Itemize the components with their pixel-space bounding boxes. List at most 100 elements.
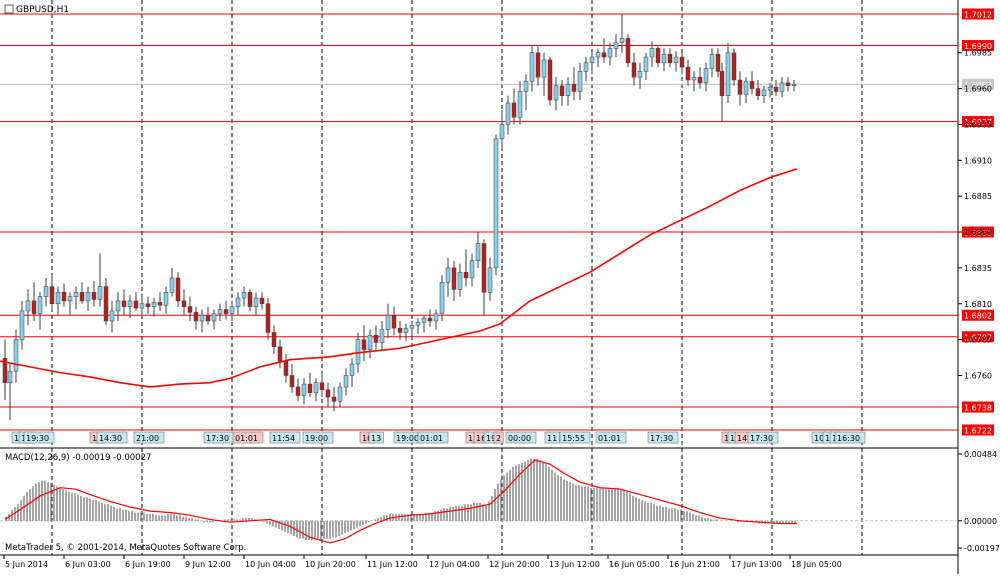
bull-candle	[505, 102, 511, 125]
macd-title: MACD(12,26,9) -0.00019 -0.00027	[5, 453, 151, 463]
time-tick-label: 12 Jun 20:00	[489, 560, 540, 569]
macd-tick-label: 0.00000	[964, 517, 997, 526]
event-marker-label: 01:01	[598, 434, 621, 443]
time-tick-label: 18 Jun 05:00	[791, 560, 842, 569]
bull-candle	[475, 243, 481, 261]
bull-candle	[529, 52, 535, 82]
bull-candle	[643, 56, 649, 72]
event-marker-label: 19:00	[396, 434, 419, 443]
bull-candle	[127, 300, 133, 307]
bear-candle	[427, 317, 433, 322]
price-level-label: 1.6787	[964, 333, 992, 342]
bear-candle	[325, 389, 331, 398]
bear-candle	[181, 300, 187, 307]
bear-candle	[755, 88, 761, 97]
bull-candle	[761, 89, 767, 97]
event-marker-label: 19:00	[305, 434, 328, 443]
bear-candle	[373, 335, 379, 343]
price-tick-label: 1.6760	[964, 371, 992, 380]
bull-candle	[661, 53, 667, 64]
bull-candle	[337, 386, 343, 402]
price-level-tag	[962, 401, 994, 413]
event-marker-label: 1	[724, 434, 729, 443]
event-marker-label: 15:55	[562, 434, 585, 443]
bull-candle	[199, 314, 205, 322]
event-marker-label: 14	[737, 434, 747, 443]
bull-candle	[43, 286, 49, 297]
bear-candle	[773, 86, 779, 92]
bear-candle	[2, 358, 8, 383]
event-marker-label: 10	[362, 434, 372, 443]
price-tick-label: 1.6810	[964, 300, 992, 309]
bull-candle	[565, 84, 571, 97]
event-marker	[302, 431, 334, 444]
price-level-tag	[962, 40, 994, 52]
bear-candle	[571, 84, 577, 92]
event-marker	[544, 431, 560, 444]
bull-candle	[37, 296, 43, 315]
bear-candle	[295, 386, 301, 396]
bull-candle	[725, 52, 731, 97]
bear-candle	[397, 327, 403, 333]
bear-candle	[247, 292, 253, 307]
bull-candle	[55, 292, 61, 305]
price-tick-label: 1.6935	[964, 120, 992, 129]
bull-candle	[439, 281, 445, 315]
event-marker-label: 1	[832, 434, 837, 443]
bear-candle	[91, 292, 97, 300]
price-level-tag	[962, 226, 994, 238]
macd-tick-label: -0.00197	[964, 544, 1000, 553]
event-marker-label: 14:30	[99, 434, 122, 443]
price-tick-label: 1.6960	[964, 85, 992, 94]
bull-candle	[469, 260, 475, 279]
event-marker-label: 19:30	[26, 434, 49, 443]
bear-candle	[289, 375, 295, 388]
price-level-tag	[962, 424, 994, 436]
bear-candle	[685, 66, 691, 81]
bull-candle	[493, 138, 499, 269]
bear-candle	[121, 300, 127, 307]
bull-candle	[445, 267, 451, 283]
bull-candle	[649, 48, 655, 58]
bear-candle	[265, 303, 271, 333]
event-marker-label: 10	[814, 434, 824, 443]
current-price-label: 1.6963	[964, 81, 992, 90]
price-level-label: 1.6860	[964, 229, 992, 238]
bear-candle	[631, 62, 637, 78]
price-tick-label: 1.6910	[964, 156, 992, 165]
bear-candle	[655, 48, 661, 64]
bear-candle	[697, 76, 703, 84]
bull-candle	[115, 300, 121, 312]
time-tick-label: 9 Jun 12:00	[185, 560, 231, 569]
bull-candle	[691, 76, 697, 81]
bull-candle	[301, 383, 307, 396]
time-tick-label: 10 Jun 20:00	[305, 560, 356, 569]
price-level-label: 1.6802	[964, 312, 992, 321]
bear-candle	[187, 306, 193, 313]
event-marker-label: 1	[825, 434, 830, 443]
bull-candle	[379, 329, 385, 343]
event-marker-label: 1	[730, 434, 735, 443]
bull-candle	[779, 82, 785, 92]
bull-candle	[7, 370, 13, 383]
bull-candle	[253, 297, 259, 307]
price-tick-label: 1.6860	[964, 228, 992, 237]
price-level-label: 1.6937	[964, 118, 992, 127]
price-level-tag	[962, 116, 994, 128]
event-marker-label: 19	[486, 434, 496, 443]
time-tick-label: 12 Jun 04:00	[429, 560, 480, 569]
current-price-tag	[962, 78, 994, 90]
bull-candle	[73, 292, 79, 297]
time-tick-label: 16 Jun 21:00	[669, 560, 720, 569]
event-marker-label: 01:01	[235, 434, 258, 443]
bear-candle	[451, 267, 457, 290]
bear-candle	[145, 303, 151, 307]
price-level-label: 1.6990	[964, 42, 992, 51]
bear-candle	[79, 292, 85, 302]
bull-candle	[139, 303, 145, 309]
event-marker-label: 13	[371, 434, 381, 443]
time-tick-label: 6 Jun 19:00	[125, 560, 171, 569]
bull-candle	[97, 286, 103, 300]
